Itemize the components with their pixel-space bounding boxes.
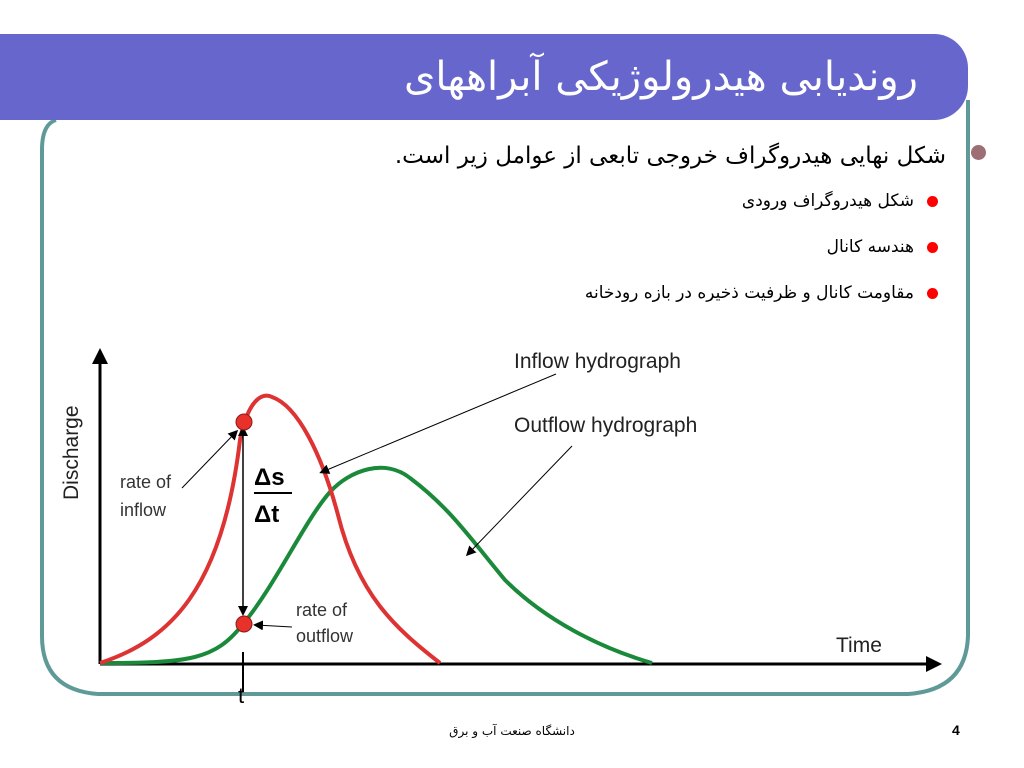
bullet-dot-icon: [927, 242, 938, 253]
storage-arrow-down-icon: [238, 606, 248, 616]
x-axis-label: Time: [836, 634, 882, 657]
y-axis-label: Discharge: [60, 405, 83, 500]
bullet-main-text: شکل نهایی هیدروگراف خروجی تابعی از عوامل…: [394, 143, 946, 169]
inflow-curve: [99, 393, 442, 665]
rate-inflow-line1: rate of: [120, 472, 172, 492]
title-bar: روندیابی هیدرولوژیکی آبراههای: [0, 34, 968, 120]
outflow-hydrograph-pointer: [465, 445, 573, 557]
bullet-dot-icon: [927, 288, 938, 299]
bullet-dot-icon: [927, 196, 938, 207]
storage-arrow-up-icon: [238, 426, 248, 436]
slide-title: روندیابی هیدرولوژیکی آبراههای: [404, 54, 918, 100]
delta-s-label: Δs: [254, 464, 285, 491]
outflow-curve: [99, 465, 653, 665]
rate-outflow-pointer: [253, 620, 293, 631]
x-axis-arrow-icon: [926, 656, 942, 672]
inflow-hydrograph-label: Inflow hydrograph: [514, 350, 681, 373]
outflow-hydrograph-label: Outflow hydrograph: [514, 414, 697, 437]
page-number: 4: [952, 722, 960, 738]
bullet-dot-icon: [971, 145, 986, 160]
inflow-hydrograph-pointer: [319, 373, 557, 474]
rate-inflow-pointer: [181, 429, 239, 489]
outflow-point: [235, 615, 253, 633]
sub-bullet-text: هندسه کانال: [826, 237, 914, 257]
sub-bullet: هندسه کانال: [194, 224, 954, 270]
bullet-list: شکل نهایی هیدروگراف خروجی تابعی از عوامل…: [194, 134, 986, 316]
sub-bullet-text: شکل هیدروگراف ورودی: [741, 191, 914, 211]
rate-outflow-label: rate of outflow: [296, 600, 354, 646]
sub-bullet-text: مقاومت کانال و ظرفیت ذخیره در بازه رودخا…: [584, 283, 914, 303]
bullet-main: شکل نهایی هیدروگراف خروجی تابعی از عوامل…: [194, 134, 986, 178]
rate-inflow-line2: inflow: [120, 500, 167, 520]
rate-outflow-line2: outflow: [296, 626, 354, 646]
inflow-point: [235, 413, 253, 431]
sub-bullet: مقاومت کانال و ظرفیت ذخیره در بازه رودخا…: [194, 270, 954, 316]
y-axis-arrow-icon: [92, 348, 108, 364]
footer-university: دانشگاه صنعت آب و برق: [449, 724, 575, 738]
sub-bullet: شکل هیدروگراف ورودی: [194, 178, 954, 224]
rate-outflow-line1: rate of: [296, 600, 348, 620]
rate-inflow-label: rate of inflow: [120, 472, 176, 520]
t-label: t: [238, 683, 244, 708]
delta-t-label: Δt: [254, 501, 279, 528]
